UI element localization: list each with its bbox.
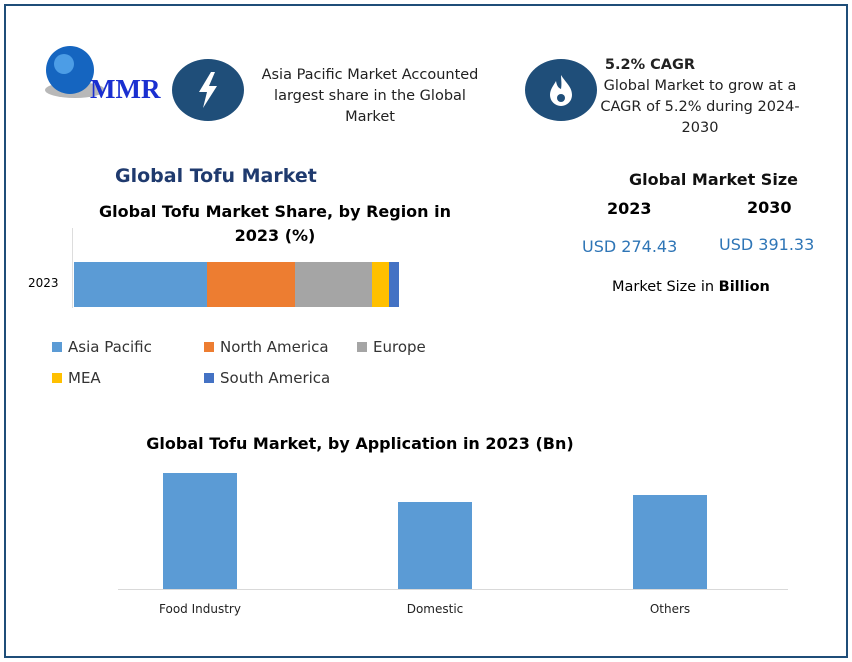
- market-size-title: Global Market Size: [629, 170, 798, 189]
- legend-item: Asia Pacific: [52, 338, 152, 356]
- legend-swatch: [357, 342, 367, 352]
- bar-food-industry: [163, 472, 237, 589]
- frame: [4, 4, 848, 658]
- segment-north-america: [206, 262, 295, 307]
- value-2023: USD 274.43: [582, 237, 678, 256]
- segment-south-america: [388, 262, 399, 307]
- mmr-logo: MMR: [30, 40, 160, 110]
- legend-swatch: [204, 342, 214, 352]
- highlight-asia-pacific: Asia Pacific Market Accounted largest sh…: [261, 67, 479, 125]
- category-label: Others: [649, 602, 691, 616]
- region-category-label: 2023: [28, 276, 59, 290]
- cagr-title: 5.2% CAGR: [604, 57, 696, 73]
- unit: Billion: [718, 279, 770, 295]
- legend-item: Europe: [357, 338, 426, 356]
- stacked-bar: [74, 262, 399, 307]
- cagr-text: Global Market to grow at a CAGR of 5.2% …: [600, 78, 800, 136]
- x-axis: [118, 589, 788, 590]
- year-2023: 2023: [607, 199, 652, 218]
- legend-swatch: [52, 373, 62, 383]
- unit-prefix: Market Size in: [612, 279, 719, 295]
- region-chart-title: Global Tofu Market Share, by Region in 2…: [99, 202, 451, 245]
- segment-europe: [294, 262, 372, 307]
- value-2030: USD 391.33: [719, 235, 815, 254]
- application-chart-title: Global Tofu Market, by Application in 20…: [146, 434, 574, 453]
- segment-asia-pacific: [74, 262, 207, 307]
- legend-label: Asia Pacific: [68, 338, 152, 356]
- logo-text: MMR: [90, 74, 161, 104]
- legend-swatch: [204, 373, 214, 383]
- legend-label: Europe: [373, 338, 426, 356]
- lightning-icon: [172, 59, 244, 121]
- segment-mea: [372, 262, 389, 307]
- legend-label: South America: [220, 369, 331, 387]
- legend-label: North America: [220, 338, 329, 356]
- section-title: Global Tofu Market: [115, 165, 317, 187]
- category-label: Food Industry: [159, 602, 241, 616]
- legend-label: MEA: [68, 369, 101, 387]
- legend-swatch: [52, 342, 62, 352]
- year-2030: 2030: [747, 198, 792, 217]
- region-axis: [72, 228, 73, 308]
- legend-item: South America: [204, 369, 330, 387]
- category-label: Domestic: [406, 602, 464, 616]
- market-size-unit: Market Size in Billion: [612, 279, 770, 295]
- legend-item: MEA: [52, 369, 101, 387]
- bar-domestic: [398, 502, 472, 589]
- flame-icon: [525, 59, 597, 121]
- bar-others: [633, 494, 707, 589]
- legend-item: North America: [204, 338, 329, 356]
